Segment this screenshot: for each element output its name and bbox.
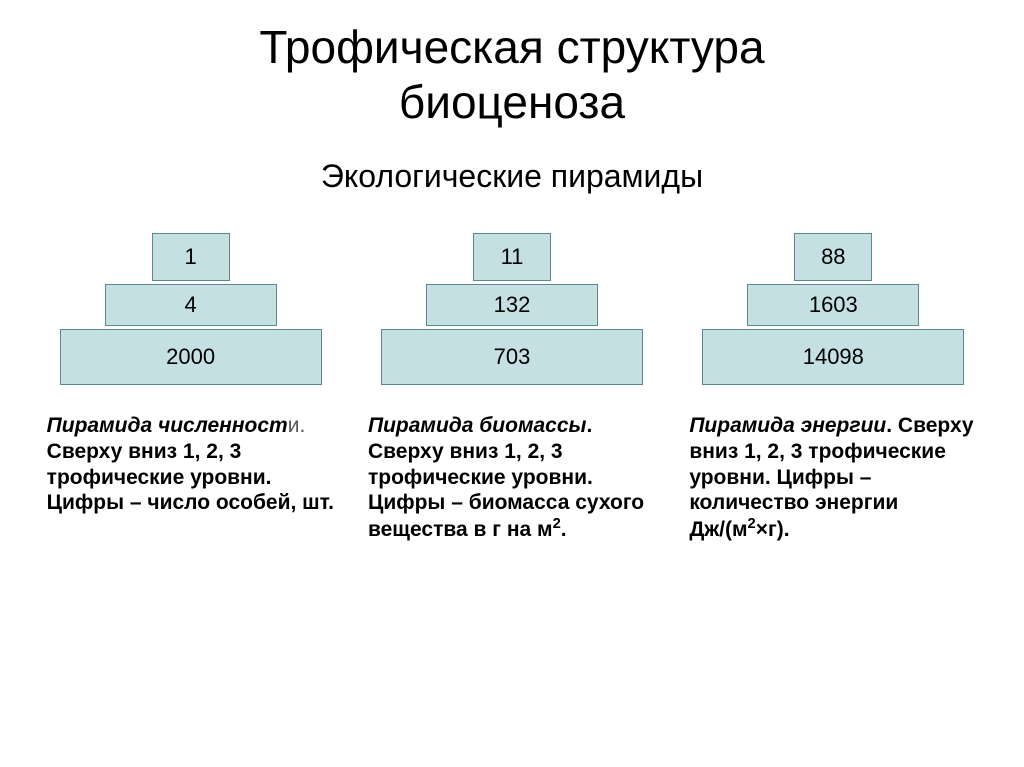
- caption-name-tail: и.: [288, 414, 306, 437]
- pyramid-level-top: 11: [473, 233, 551, 281]
- caption-biomass: Пирамида биомассы. Сверху вниз 1, 2, 3 т…: [362, 413, 662, 542]
- captions-container: Пирамида численности. Сверху вниз 1, 2, …: [0, 413, 1024, 542]
- caption-name: Пирамида численност: [47, 414, 288, 437]
- subtitle: Экологические пирамиды: [0, 158, 1024, 195]
- caption-name-dot: .: [586, 414, 592, 437]
- pyramid-biomass: 11 132 703: [362, 233, 662, 385]
- pyramids-container: 1 4 2000 11 132 703 88 1603 14098: [0, 233, 1024, 385]
- caption-name: Пирамида энергии: [689, 414, 886, 437]
- title-line-1: Трофическая структура: [259, 21, 764, 73]
- pyramid-level-bot: 2000: [60, 329, 322, 385]
- caption-name: Пирамида биомассы: [368, 414, 586, 437]
- pyramid-level-mid: 4: [105, 284, 277, 326]
- caption-body-sup: 2: [748, 516, 756, 532]
- pyramid-level-mid: 132: [426, 284, 598, 326]
- pyramid-level-bot: 703: [381, 329, 643, 385]
- caption-numbers: Пирамида численности. Сверху вниз 1, 2, …: [41, 413, 341, 542]
- caption-body-sup: 2: [553, 516, 561, 532]
- pyramid-level-top: 88: [794, 233, 872, 281]
- caption-body-post: ×г).: [756, 518, 790, 541]
- caption-body: Сверху вниз 1, 2, 3 трофические уровни. …: [47, 440, 334, 514]
- caption-energy: Пирамида энергии. Сверху вниз 1, 2, 3 тр…: [683, 413, 983, 542]
- pyramid-level-top: 1: [152, 233, 230, 281]
- pyramid-energy: 88 1603 14098: [683, 233, 983, 385]
- pyramid-level-mid: 1603: [747, 284, 919, 326]
- main-title: Трофическая структура биоценоза: [0, 0, 1024, 130]
- caption-body-pre: Сверху вниз 1, 2, 3 трофические уровни. …: [368, 440, 644, 541]
- pyramid-level-bot: 14098: [702, 329, 964, 385]
- caption-body-post: .: [561, 518, 567, 541]
- pyramid-numbers: 1 4 2000: [41, 233, 341, 385]
- title-line-2: биоценоза: [399, 76, 625, 128]
